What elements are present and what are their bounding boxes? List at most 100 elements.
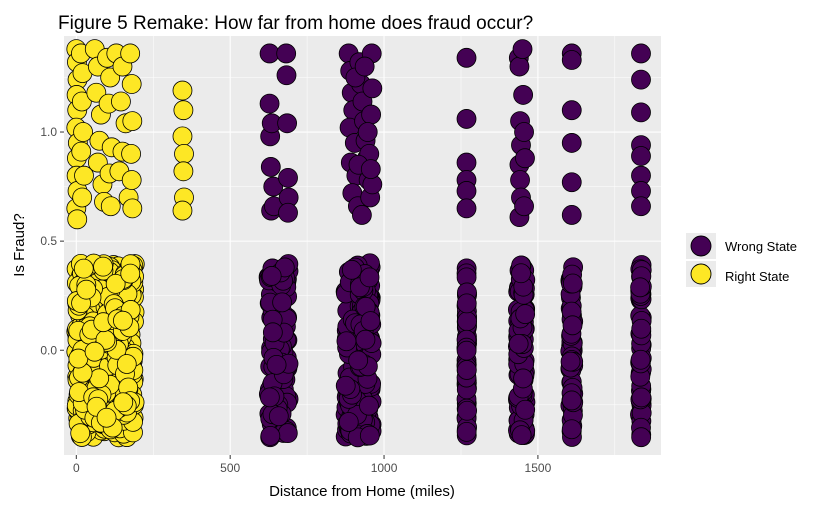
point-wrong-state bbox=[631, 43, 651, 64]
point-wrong-state bbox=[359, 395, 379, 416]
x-tick-label: 0 bbox=[73, 461, 80, 475]
point-wrong-state bbox=[561, 172, 582, 193]
point-wrong-state bbox=[359, 267, 380, 288]
point-wrong-state bbox=[513, 85, 534, 105]
point-wrong-state bbox=[630, 277, 651, 298]
point-wrong-state bbox=[630, 349, 651, 370]
y-tick-label: 1.0 bbox=[40, 125, 57, 139]
point-right-state bbox=[172, 126, 193, 147]
point-right-state bbox=[111, 91, 131, 112]
point-right-state bbox=[71, 91, 92, 112]
point-wrong-state bbox=[456, 152, 477, 173]
point-wrong-state bbox=[261, 266, 282, 286]
point-wrong-state bbox=[511, 263, 531, 284]
y-axis-title: Is Fraud? bbox=[11, 213, 28, 276]
point-right-state bbox=[122, 111, 143, 132]
point-right-state bbox=[72, 187, 93, 208]
point-wrong-state bbox=[631, 102, 651, 123]
point-right-state bbox=[100, 196, 121, 217]
point-wrong-state bbox=[561, 205, 582, 225]
point-right-state bbox=[173, 161, 194, 182]
point-wrong-state bbox=[514, 122, 534, 142]
legend-label-wrong-state: Wrong State bbox=[725, 239, 797, 254]
point-wrong-state bbox=[357, 122, 378, 142]
x-tick-label: 500 bbox=[220, 461, 240, 475]
point-wrong-state bbox=[631, 69, 651, 90]
point-right-state bbox=[84, 341, 105, 362]
point-wrong-state bbox=[355, 329, 376, 350]
point-wrong-state bbox=[263, 176, 284, 197]
chart-title: Figure 5 Remake: How far from home does … bbox=[58, 13, 533, 34]
point-wrong-state bbox=[515, 304, 536, 325]
point-wrong-state bbox=[351, 205, 372, 225]
point-wrong-state bbox=[511, 425, 532, 446]
point-wrong-state bbox=[456, 421, 477, 442]
point-wrong-state bbox=[515, 399, 536, 420]
point-right-state bbox=[120, 43, 141, 64]
point-wrong-state bbox=[360, 311, 381, 331]
point-wrong-state bbox=[266, 354, 287, 375]
point-wrong-state bbox=[338, 412, 359, 432]
point-wrong-state bbox=[456, 340, 477, 361]
point-wrong-state bbox=[259, 93, 280, 114]
point-wrong-state bbox=[457, 311, 478, 332]
x-axis-title: Distance from Home (miles) bbox=[269, 483, 455, 500]
x-tick-label: 1500 bbox=[525, 461, 552, 475]
point-right-state bbox=[76, 279, 97, 300]
point-wrong-state bbox=[268, 406, 289, 427]
legend: Wrong State Right State bbox=[686, 233, 797, 287]
point-wrong-state bbox=[560, 351, 581, 372]
point-wrong-state bbox=[354, 56, 375, 77]
point-right-state bbox=[113, 392, 134, 413]
point-wrong-state bbox=[456, 198, 477, 219]
point-wrong-state bbox=[335, 375, 356, 396]
point-wrong-state bbox=[631, 427, 652, 448]
point-right-state bbox=[67, 209, 88, 230]
point-right-state bbox=[105, 273, 126, 294]
point-wrong-state bbox=[262, 322, 283, 343]
point-wrong-state bbox=[272, 292, 293, 313]
point-wrong-state bbox=[276, 65, 297, 86]
point-wrong-state bbox=[259, 387, 280, 408]
point-wrong-state bbox=[515, 148, 535, 169]
point-wrong-state bbox=[276, 43, 297, 64]
point-right-state bbox=[174, 143, 194, 164]
point-right-state bbox=[73, 258, 94, 279]
point-wrong-state bbox=[456, 47, 477, 68]
point-wrong-state bbox=[456, 181, 477, 201]
point-wrong-state bbox=[278, 167, 298, 188]
point-right-state bbox=[96, 407, 117, 428]
legend-label-right-state: Right State bbox=[725, 269, 789, 284]
point-wrong-state bbox=[514, 196, 534, 217]
point-wrong-state bbox=[631, 387, 652, 408]
point-right-state bbox=[89, 368, 110, 389]
point-wrong-state bbox=[513, 368, 533, 389]
point-right-state bbox=[121, 170, 142, 190]
point-wrong-state bbox=[260, 157, 281, 177]
point-wrong-state bbox=[456, 293, 477, 314]
point-right-state bbox=[113, 310, 133, 331]
point-wrong-state bbox=[562, 315, 583, 336]
point-wrong-state bbox=[562, 273, 583, 294]
point-wrong-state bbox=[360, 159, 381, 180]
point-wrong-state bbox=[561, 419, 582, 440]
point-right-state bbox=[172, 200, 193, 221]
y-tick-label: 0.0 bbox=[40, 343, 57, 357]
point-right-state bbox=[172, 80, 193, 101]
point-wrong-state bbox=[362, 78, 383, 99]
point-wrong-state bbox=[457, 400, 478, 421]
point-wrong-state bbox=[361, 104, 382, 125]
point-wrong-state bbox=[561, 133, 582, 153]
point-wrong-state bbox=[359, 425, 380, 446]
point-wrong-state bbox=[510, 170, 530, 190]
point-wrong-state bbox=[277, 423, 298, 444]
legend-key-wrong-state bbox=[690, 235, 712, 257]
point-right-state bbox=[74, 165, 94, 186]
point-wrong-state bbox=[260, 425, 281, 446]
y-tick-label: 0.5 bbox=[40, 234, 57, 248]
point-right-state bbox=[70, 423, 91, 444]
point-right-state bbox=[122, 198, 143, 219]
point-wrong-state bbox=[277, 113, 298, 134]
point-wrong-state bbox=[259, 43, 280, 64]
point-wrong-state bbox=[561, 100, 582, 121]
